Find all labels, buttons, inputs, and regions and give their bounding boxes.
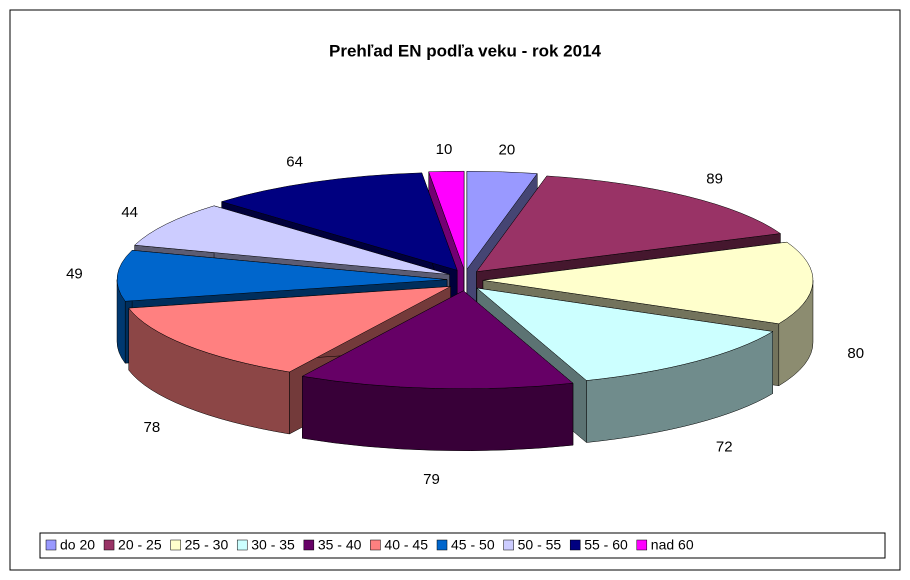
legend-swatch (303, 539, 315, 551)
data-label: 80 (847, 345, 864, 362)
legend-label: nad 60 (651, 537, 694, 553)
data-label: 10 (436, 141, 453, 158)
slice-top (475, 175, 782, 273)
data-label: 64 (286, 154, 303, 171)
slice-top (128, 286, 451, 373)
data-label: 79 (423, 471, 440, 488)
legend-label: 20 - 25 (118, 537, 162, 553)
legend-label: 45 - 50 (451, 537, 495, 553)
slice: 79 (301, 290, 574, 488)
legend-swatch (436, 539, 448, 551)
slice-top (220, 172, 458, 271)
slice-top (466, 171, 538, 271)
slice-top (482, 241, 814, 325)
slice-top (301, 290, 574, 389)
legend-swatch (636, 539, 648, 551)
legend-swatch (569, 539, 581, 551)
legend-label: 30 - 35 (251, 537, 295, 553)
data-label: 78 (144, 419, 161, 436)
legend-label: 35 - 40 (318, 537, 362, 553)
legend-label: 55 - 60 (584, 537, 628, 553)
slice-top (428, 170, 465, 270)
data-label: 89 (706, 171, 723, 188)
slice-top (476, 287, 774, 381)
legend-label: 50 - 55 (518, 537, 562, 553)
legend-label: 40 - 45 (384, 537, 428, 553)
data-label: 44 (121, 204, 138, 221)
legend-swatch (170, 539, 181, 551)
legend-label: do 20 (60, 537, 95, 553)
legend-swatch (503, 539, 514, 551)
slice-top (134, 205, 450, 275)
data-label: 72 (716, 439, 733, 456)
data-label: 20 (499, 141, 516, 158)
legend-swatch (236, 539, 248, 551)
legend-swatch (103, 539, 115, 551)
legend-swatch (45, 539, 57, 551)
slice-top (116, 250, 448, 302)
chart-title: Prehľad EN podľa veku - rok 2014 (329, 41, 602, 60)
legend-swatch (370, 539, 381, 551)
legend-label: 25 - 30 (185, 537, 229, 553)
data-label: 49 (66, 266, 83, 283)
